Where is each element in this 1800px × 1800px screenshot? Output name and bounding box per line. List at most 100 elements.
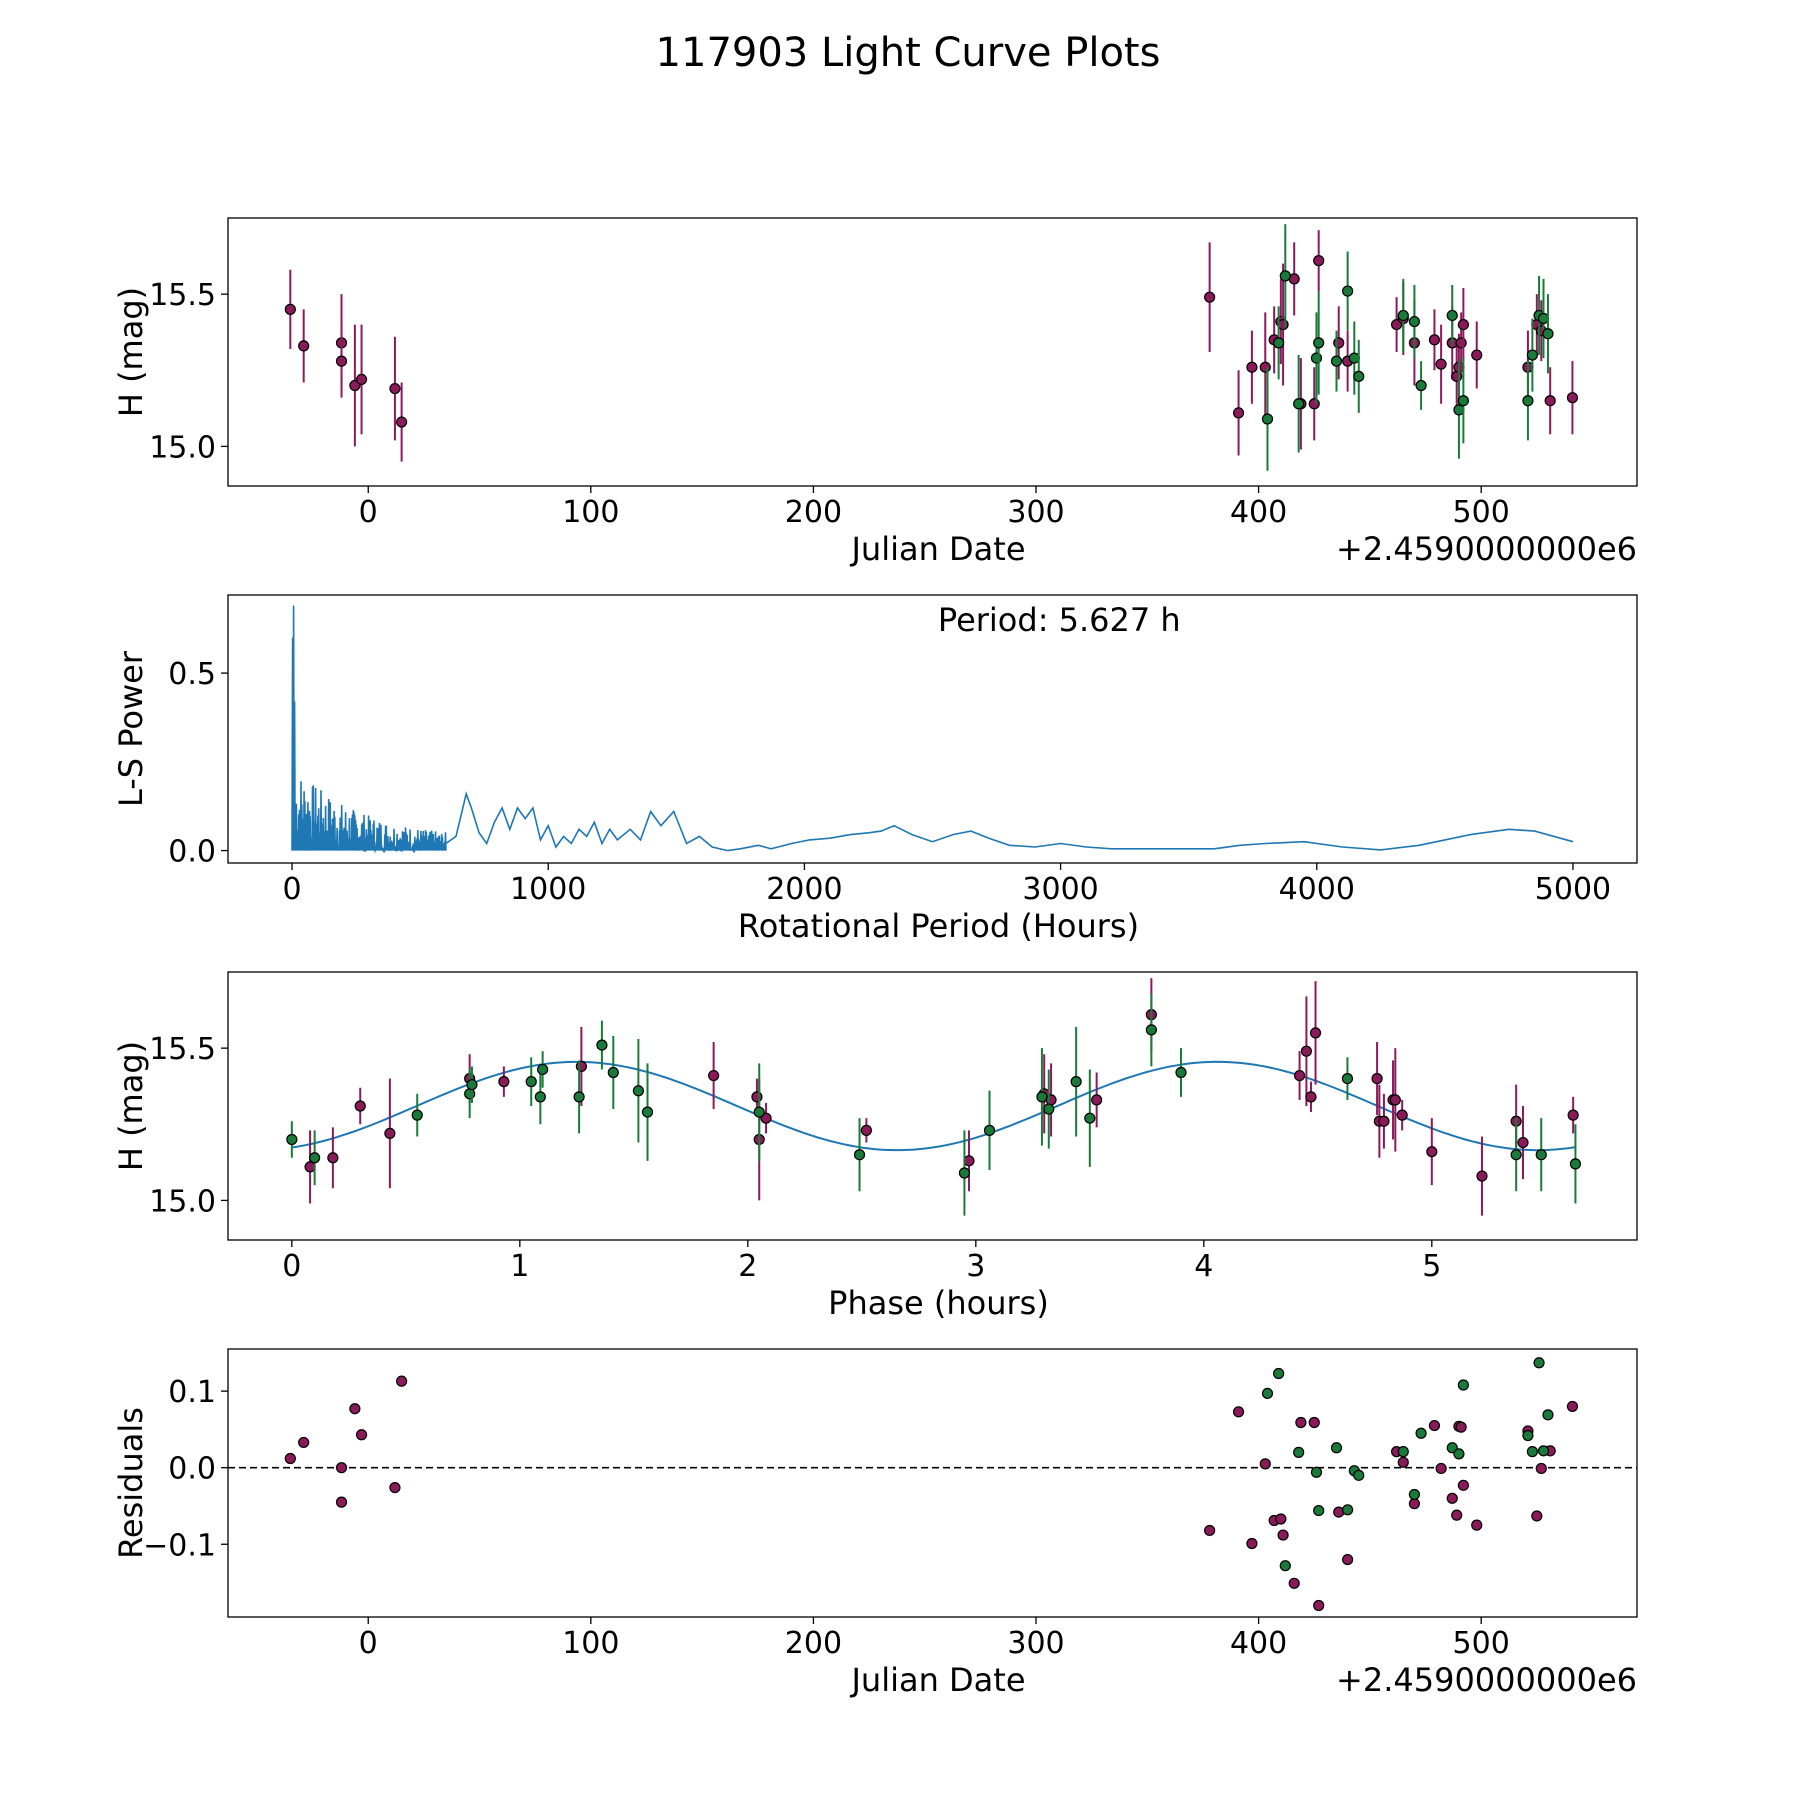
x-tick-label: 200 xyxy=(785,1626,842,1661)
data-point xyxy=(1426,1146,1438,1158)
y-tick-label: 15.0 xyxy=(149,1184,216,1219)
data-point xyxy=(335,1462,348,1474)
data-point xyxy=(1279,270,1291,282)
data-point xyxy=(983,1124,996,1136)
data-point xyxy=(1476,1170,1488,1182)
x-tick-label: 4 xyxy=(1194,1249,1213,1284)
data-point xyxy=(1232,1406,1245,1418)
data-point xyxy=(708,1069,720,1082)
data-point xyxy=(298,1436,310,1449)
data-point xyxy=(396,1375,408,1387)
data-point xyxy=(958,1167,971,1179)
x-tick-label: 400 xyxy=(1230,1626,1287,1661)
x-tick-label: 100 xyxy=(562,495,619,530)
x-tick-label: 0 xyxy=(282,1249,301,1284)
data-point xyxy=(1526,1446,1538,1458)
x-tick-label: 300 xyxy=(1007,495,1064,530)
data-point xyxy=(284,303,296,315)
data-point xyxy=(355,373,368,386)
plot-area: Period: 5.627 h xyxy=(291,601,1574,854)
x-tick-label: 1000 xyxy=(510,872,586,907)
data-point xyxy=(1567,1109,1579,1121)
x-tick-label: 4000 xyxy=(1279,872,1355,907)
x-axis-label: Rotational Period (Hours) xyxy=(738,907,1139,945)
data-point xyxy=(335,1496,348,1508)
data-point xyxy=(1313,1599,1325,1612)
data-point xyxy=(537,1063,549,1076)
y-tick-label: 0.5 xyxy=(168,657,216,692)
data-point xyxy=(1308,398,1320,410)
data-point xyxy=(1471,349,1483,361)
data-point xyxy=(1517,1136,1529,1149)
periodogram-panel: Period: 5.627 h 0 1000 2000 3000 4000 5000 0.0 0… xyxy=(112,594,1638,945)
data-point xyxy=(1435,358,1447,370)
x-tick-label: 0 xyxy=(282,872,301,907)
data-point xyxy=(1342,1553,1354,1566)
data-point xyxy=(1261,1387,1274,1400)
x-tick-label: 500 xyxy=(1453,1626,1510,1661)
data-point xyxy=(1232,407,1245,419)
data-point xyxy=(309,1152,321,1164)
data-point xyxy=(1305,1091,1317,1103)
data-point xyxy=(284,1452,296,1465)
figure-title: 117903 Light Curve Plots xyxy=(656,30,1161,76)
data-point xyxy=(1453,1448,1465,1460)
data-point xyxy=(349,1403,361,1415)
x-offset-label: +2.4590000000e6 xyxy=(1336,1661,1637,1699)
data-point xyxy=(1510,1149,1522,1161)
data-point xyxy=(1279,1560,1291,1572)
data-point xyxy=(1397,1446,1409,1458)
data-point xyxy=(596,1039,608,1051)
data-point xyxy=(1342,285,1354,297)
data-point xyxy=(1175,1066,1187,1079)
data-point xyxy=(1471,1519,1483,1531)
plot-area xyxy=(286,978,1582,1216)
data-point xyxy=(498,1076,510,1088)
x-tick-label: 1 xyxy=(510,1249,529,1284)
y-tick-label: 15.5 xyxy=(149,1032,216,1067)
data-point xyxy=(1288,1577,1300,1589)
data-point xyxy=(1531,1510,1543,1522)
data-point xyxy=(1535,1149,1547,1161)
data-point xyxy=(1457,318,1469,331)
data-point xyxy=(1537,1445,1550,1457)
data-point xyxy=(1408,1498,1421,1510)
data-point xyxy=(1342,1504,1354,1516)
periodogram-curve xyxy=(291,605,1574,854)
data-point xyxy=(1544,395,1556,407)
y-axis-label: H (mag) xyxy=(112,1041,150,1171)
data-point xyxy=(335,355,348,367)
y-axis-label: H (mag) xyxy=(112,287,150,417)
x-tick-label: 300 xyxy=(1007,1626,1064,1661)
data-point xyxy=(1246,1537,1258,1550)
data-point xyxy=(389,1481,401,1494)
data-point xyxy=(1451,1509,1463,1521)
y-tick-label: −0.1 xyxy=(143,1528,216,1563)
data-point xyxy=(298,340,310,352)
data-point xyxy=(753,1106,765,1118)
x-tick-label: 400 xyxy=(1230,495,1287,530)
data-point xyxy=(1313,1504,1325,1517)
x-axis-label: Julian Date xyxy=(849,1661,1025,1699)
data-point xyxy=(1273,1367,1285,1380)
data-point xyxy=(1535,1462,1547,1475)
data-point xyxy=(1378,1115,1390,1127)
data-point xyxy=(1043,1103,1055,1115)
fit-curve xyxy=(291,1060,1575,1152)
data-point xyxy=(1455,1421,1467,1433)
data-point xyxy=(1455,337,1467,349)
data-point xyxy=(1428,1419,1441,1432)
data-point xyxy=(1045,1094,1057,1106)
data-point xyxy=(1330,1442,1343,1454)
data-point xyxy=(1293,398,1305,410)
data-point xyxy=(1313,337,1325,349)
x-tick-label: 100 xyxy=(562,1626,619,1661)
data-point xyxy=(389,382,401,395)
plot-area xyxy=(284,224,1579,471)
x-axis-label: Julian Date xyxy=(849,530,1025,568)
axes-frame xyxy=(227,971,1638,1241)
data-point xyxy=(1353,370,1365,382)
data-point xyxy=(632,1085,644,1097)
data-point xyxy=(1522,395,1534,407)
data-point xyxy=(1457,1379,1469,1391)
